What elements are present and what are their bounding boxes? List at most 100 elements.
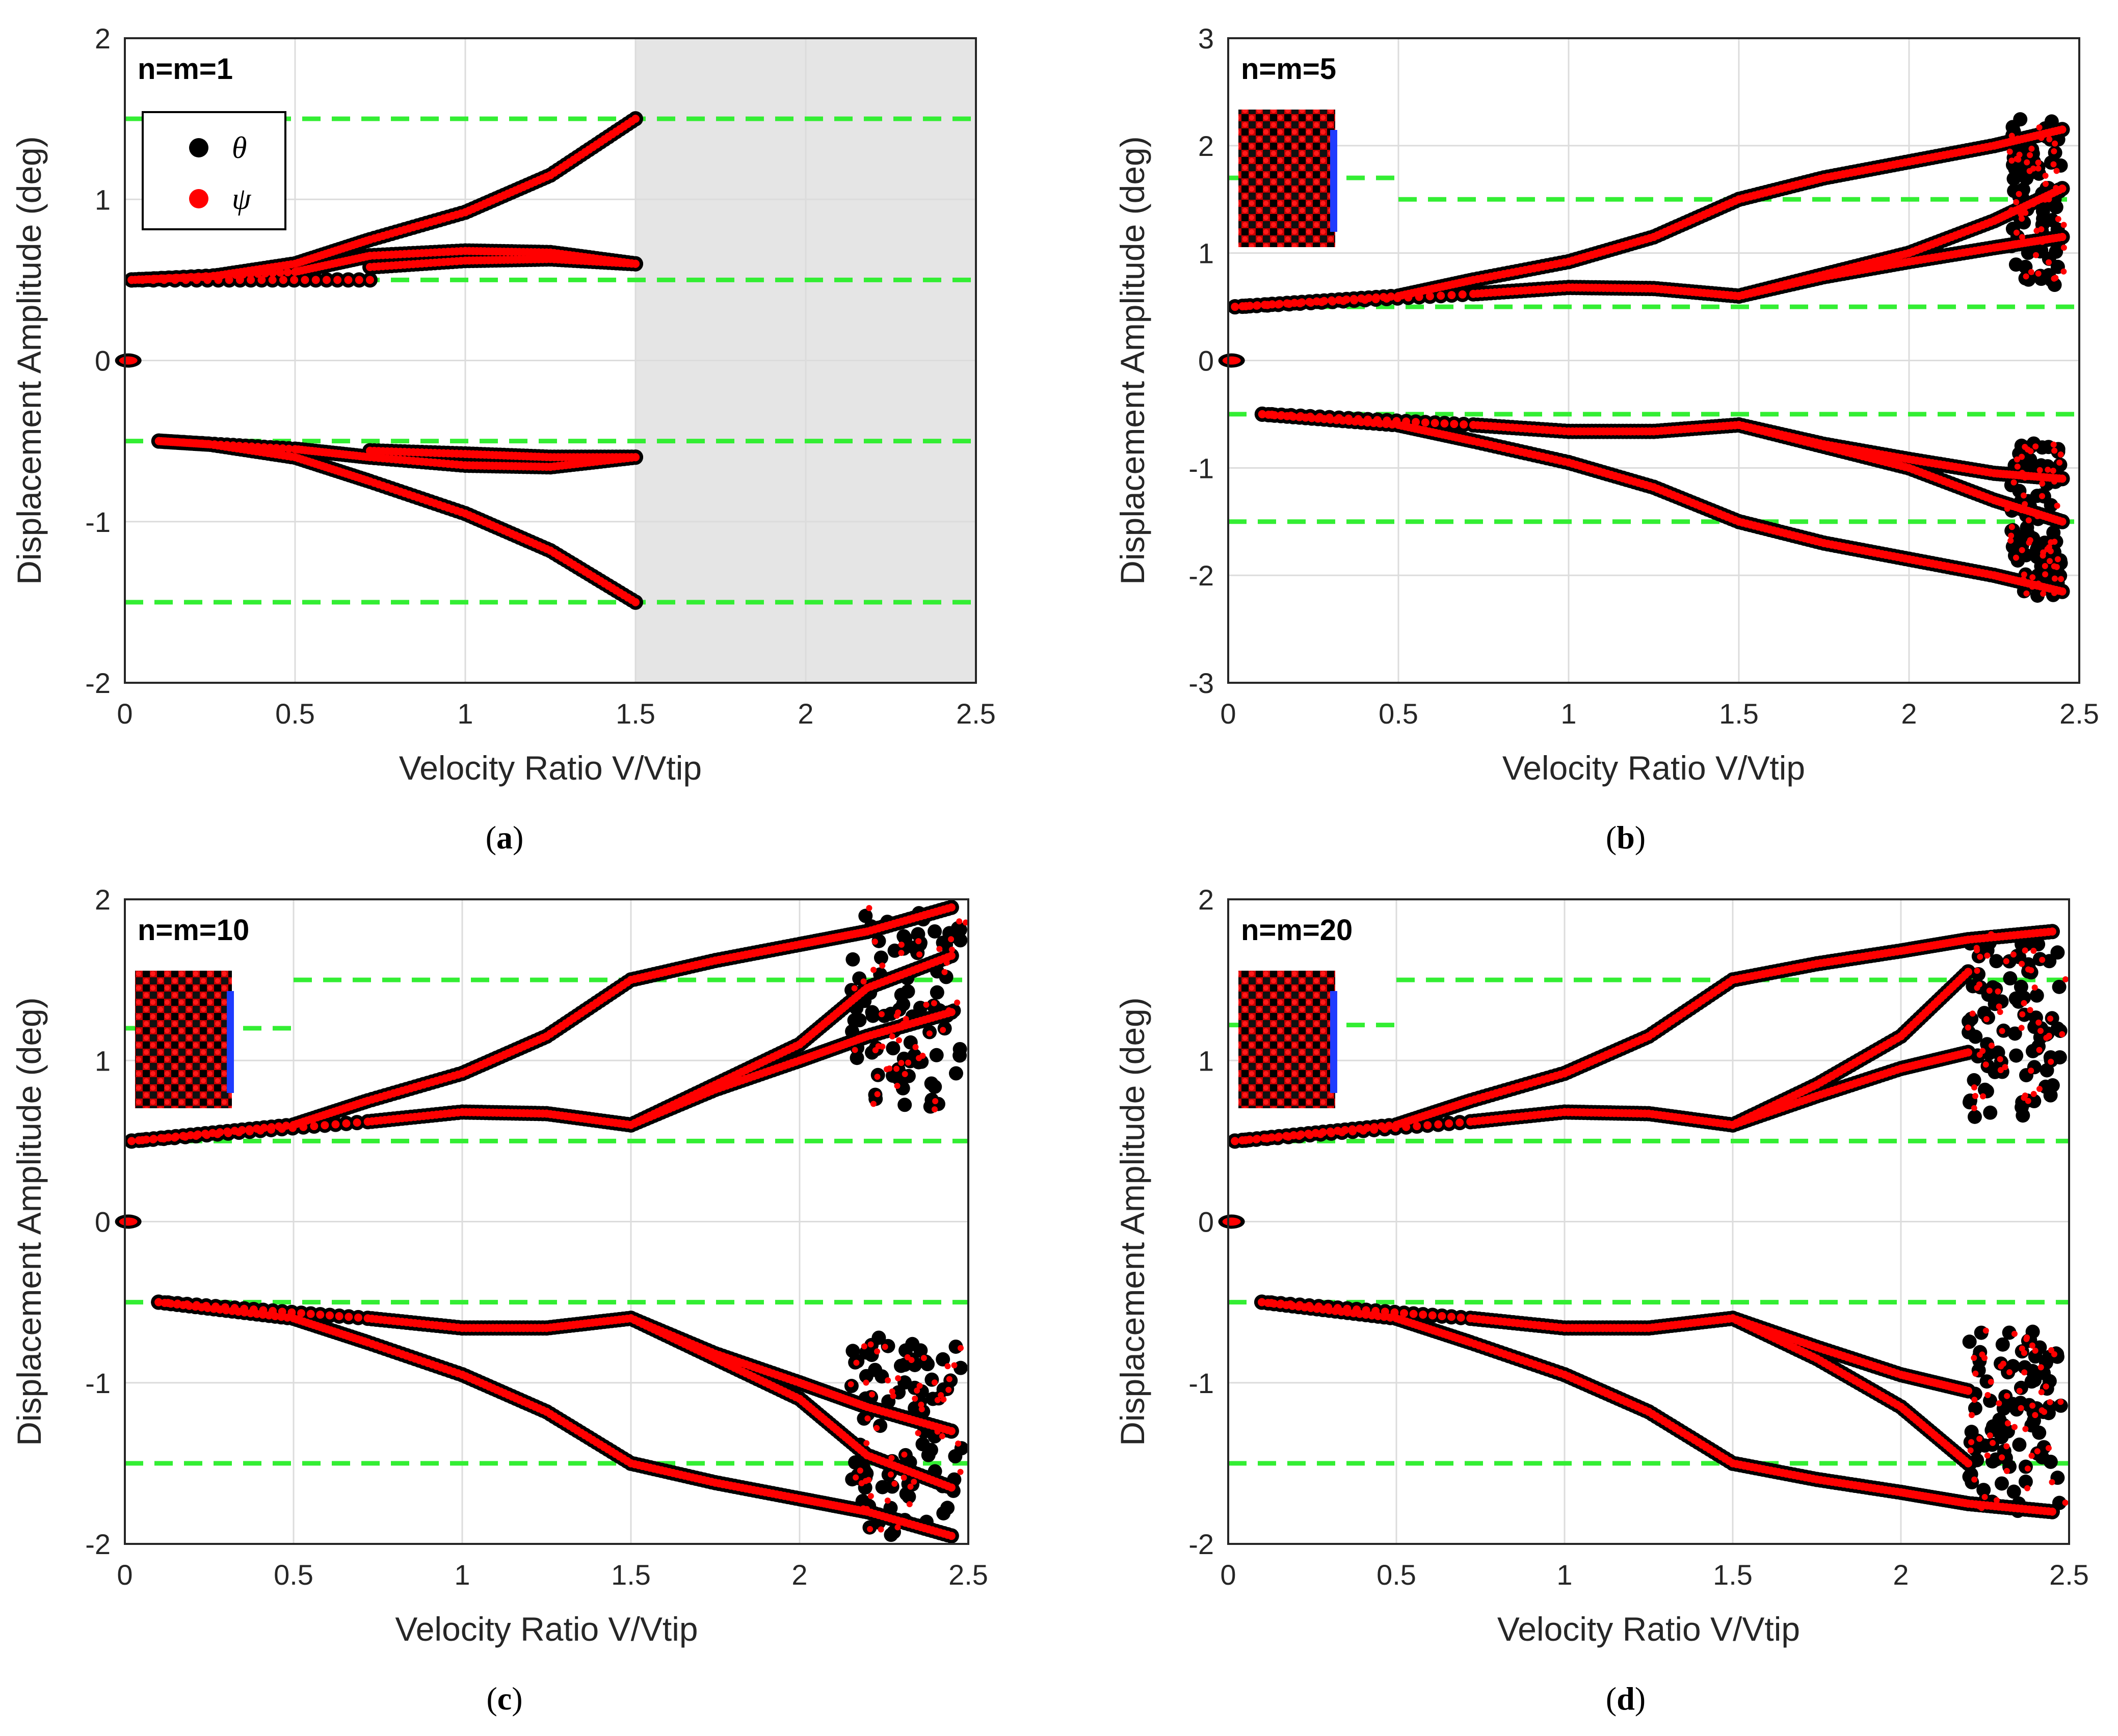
psi-point xyxy=(2020,576,2027,583)
legend-marker-psi xyxy=(189,189,208,208)
psi-point xyxy=(2060,222,2067,228)
psi-point xyxy=(631,115,640,123)
psi-point xyxy=(279,276,287,284)
psi-point xyxy=(160,1134,168,1143)
psi-point xyxy=(2016,191,2022,197)
psi-point xyxy=(186,439,194,447)
psi-point xyxy=(2042,563,2048,569)
y-tick-label: 1 xyxy=(1198,237,1214,270)
x-tick-label: 2.5 xyxy=(956,698,996,730)
psi-point xyxy=(204,440,213,448)
psi-point xyxy=(2010,479,2017,486)
x-tick-label: 2 xyxy=(1901,698,1917,730)
psi-point xyxy=(171,276,179,284)
psi-point xyxy=(2057,451,2064,458)
psi-point xyxy=(2046,196,2052,203)
data-series-psi xyxy=(127,115,640,606)
x-tick-label: 1.5 xyxy=(1719,698,1759,730)
psi-point xyxy=(167,438,176,446)
psi-point xyxy=(1277,411,1286,419)
psi-point xyxy=(254,443,262,451)
y-tick-label: 3 xyxy=(1198,22,1214,55)
x-axis-label: Velocity Ratio V/Vtip xyxy=(399,749,702,787)
psi-point xyxy=(2025,517,2032,524)
psi-point xyxy=(2024,446,2031,453)
psi-point xyxy=(631,259,640,268)
y-tick-label: 0 xyxy=(1198,345,1214,377)
psi-point xyxy=(1404,293,1413,302)
psi-point xyxy=(2024,159,2030,166)
psi-point xyxy=(260,443,269,451)
psi-point xyxy=(272,444,281,452)
psi-point xyxy=(2014,463,2021,470)
axes-box xyxy=(1227,37,2080,684)
psi-point xyxy=(2020,492,2027,499)
psi-point xyxy=(261,269,270,278)
psi-point xyxy=(2006,148,2013,155)
psi-point xyxy=(344,276,353,284)
psi-point xyxy=(2018,211,2024,218)
x-axis-label: Velocity Ratio V/Vtip xyxy=(1502,749,1805,787)
psi-point xyxy=(2050,467,2056,474)
theta-point xyxy=(871,1330,886,1345)
psi-point xyxy=(311,276,320,284)
x-tick-label: 1 xyxy=(457,698,473,730)
inset-thumbnail xyxy=(1238,110,1335,247)
psi-point xyxy=(1258,410,1266,418)
psi-point xyxy=(2047,558,2053,565)
psi-point xyxy=(2053,185,2059,192)
theta-point xyxy=(930,985,944,1000)
psi-point xyxy=(1354,415,1363,423)
theta-point xyxy=(2033,269,2048,283)
psi-point xyxy=(2038,226,2045,232)
theta-point xyxy=(886,1041,901,1056)
psi-point xyxy=(310,1122,319,1131)
theta-point xyxy=(948,1066,963,1081)
psi-point xyxy=(2049,474,2056,480)
psi-point xyxy=(149,1135,157,1143)
psi-point xyxy=(2051,575,2058,582)
psi-point xyxy=(2040,552,2046,559)
theta-point xyxy=(2049,245,2063,259)
psi-point xyxy=(947,903,956,912)
psi-point xyxy=(2013,554,2019,561)
psi-point xyxy=(173,438,182,446)
psi-point xyxy=(1373,416,1382,424)
psi-point xyxy=(1382,294,1391,303)
psi-point xyxy=(2027,152,2033,158)
psi-point xyxy=(2042,172,2049,179)
x-tick-label: 0.5 xyxy=(1379,698,1418,730)
psi-point xyxy=(229,441,237,450)
psi-point xyxy=(1363,415,1372,424)
psi-point xyxy=(225,276,233,284)
psi-point xyxy=(2008,524,2015,530)
y-tick-label: -2 xyxy=(1188,559,1214,592)
panel-caption: (b) xyxy=(1606,819,1646,856)
psi-point xyxy=(2058,184,2067,193)
psi-point xyxy=(2053,168,2060,174)
psi-point xyxy=(355,276,363,284)
psi-point xyxy=(322,276,331,284)
y-tick-label: 2 xyxy=(95,22,111,55)
psi-point xyxy=(268,276,277,284)
psi-point xyxy=(2030,201,2036,207)
psi-point xyxy=(2008,157,2015,164)
psi-point xyxy=(149,276,157,284)
theta-point xyxy=(901,984,915,999)
psi-point xyxy=(1458,290,1467,299)
psi-point xyxy=(353,1118,361,1127)
psi-point xyxy=(2015,156,2022,163)
theta-point xyxy=(913,1343,928,1358)
psi-point xyxy=(2019,453,2025,460)
psi-point xyxy=(2046,136,2053,143)
psi-point xyxy=(1274,300,1283,309)
psi-point xyxy=(2058,474,2067,483)
psi-point xyxy=(254,270,262,278)
y-axis-label: Displacement Amplitude (deg) xyxy=(10,136,48,584)
psi-point xyxy=(2014,456,2020,463)
psi-point xyxy=(631,598,640,606)
legend-box xyxy=(142,111,286,230)
psi-point xyxy=(2028,269,2034,275)
